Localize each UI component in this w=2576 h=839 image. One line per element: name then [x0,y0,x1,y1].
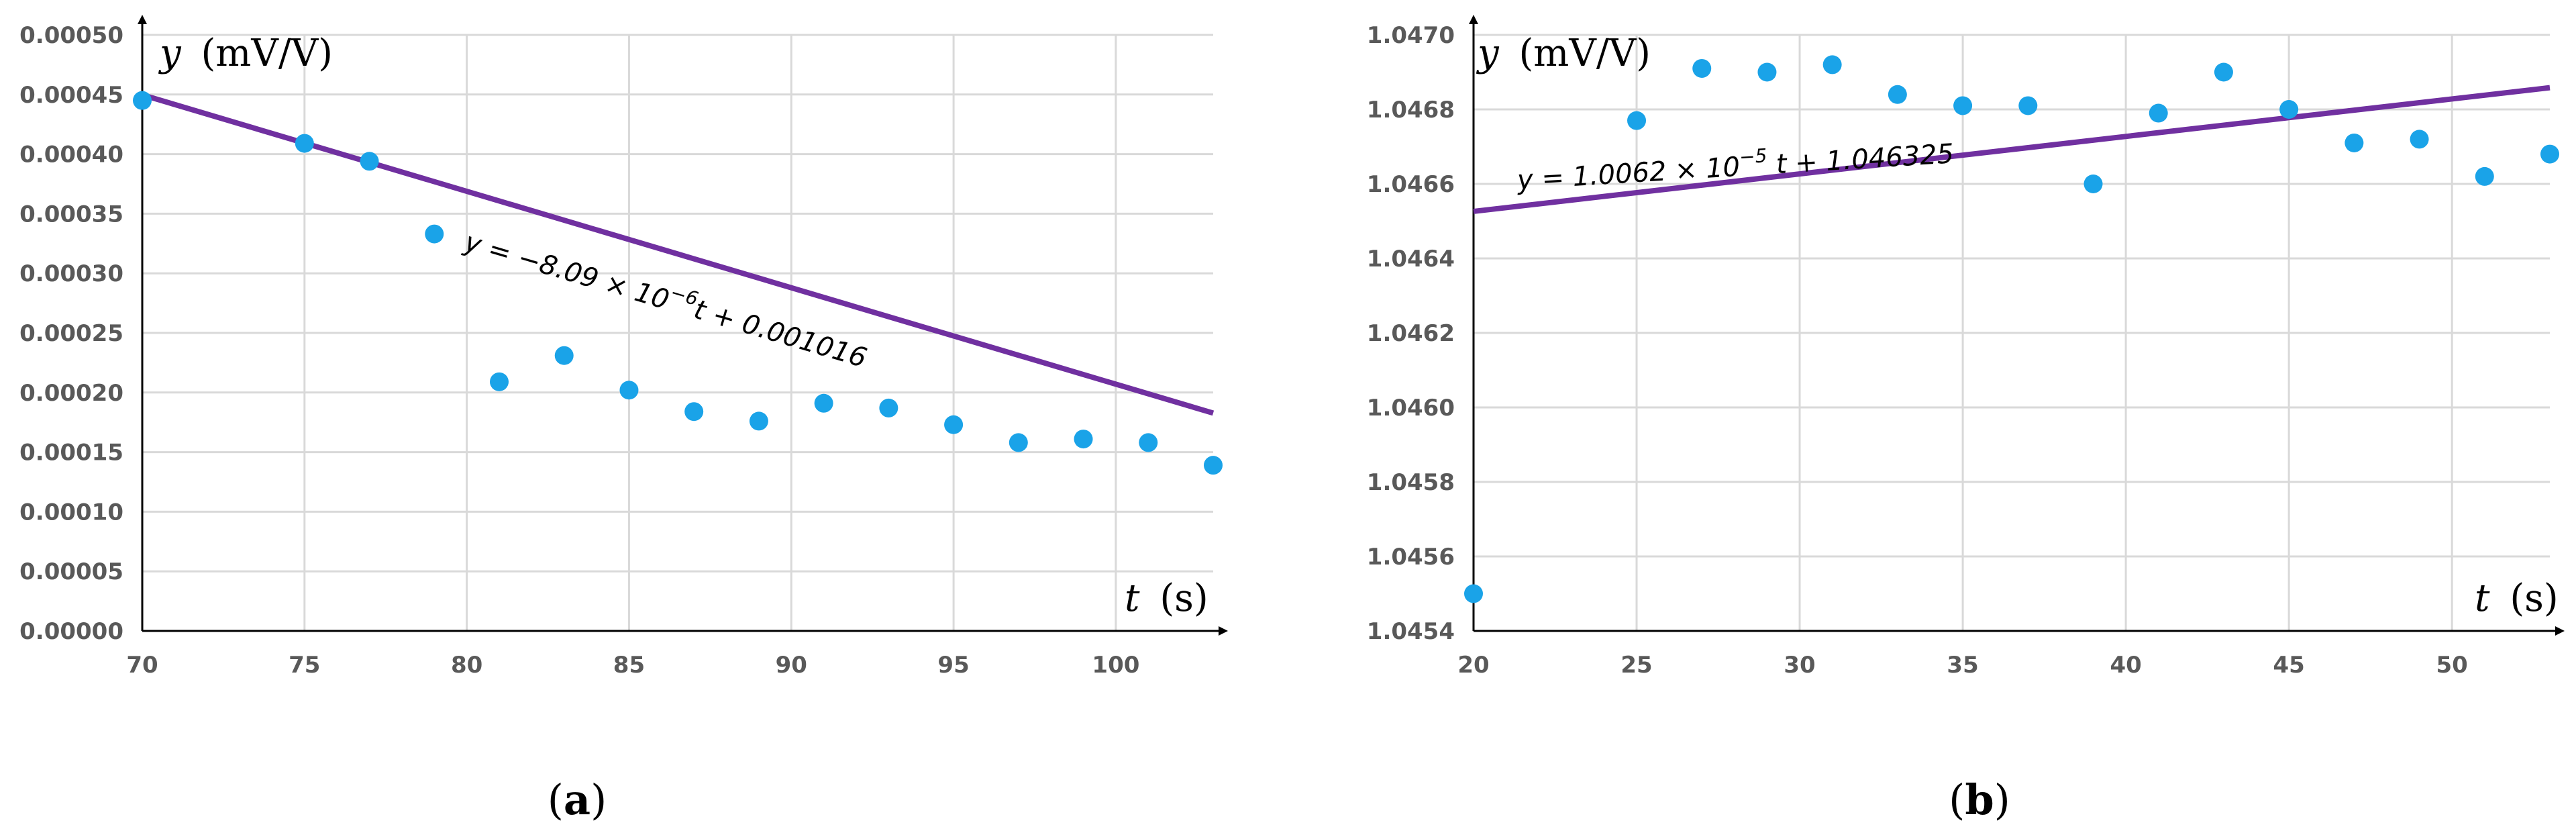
fit-line [141,92,1215,416]
data-point [814,393,833,413]
x-axis-arrow [2555,626,2565,636]
y-tick-label: 1.0460 [1367,395,1455,422]
x-tick-label: 35 [1947,652,1978,679]
data-point [2345,133,2364,152]
y-axis-label-b: y (mV/V) [1476,32,1651,75]
chart-panel-a: 70 75 80 85 90 95 100 0.000000.000050.000100.0… [19,15,1228,824]
x-tick-label: 85 [613,652,645,679]
x-tick-label: 20 [1457,652,1489,679]
y-axis-arrow [138,15,147,24]
fit-equation-b: y = 1.0062 × 10−5 t + 1.046325 [1515,133,1955,196]
data-point [2149,103,2168,123]
data-points-b [1464,55,2559,603]
y-tick-label: 1.0468 [1367,97,1455,124]
y-tick-label: 0.00045 [19,82,123,109]
data-point [2540,144,2559,164]
x-axis-label-b: t (s) [2475,577,2559,620]
y-tick-label: 1.0456 [1367,544,1455,571]
x-tick-label: 100 [1092,652,1139,679]
x-tick-label: 50 [2436,652,2468,679]
y-axis-arrow [1469,15,1478,24]
panel-label-a: (a) [548,775,607,824]
data-point [1204,456,1223,475]
x-tick-label: 95 [937,652,969,679]
y-tick-label: 0.00005 [19,558,123,585]
panel-label-b: (b) [1949,775,2010,824]
x-tick-label: 90 [776,652,807,679]
x-tick-label: 25 [1620,652,1652,679]
fit-line [1473,85,2551,214]
fit-line-a-group [141,92,1215,416]
y-tick-label: 0.00015 [19,440,123,466]
x-tick-labels-a: 70 75 80 85 90 95 100 [126,652,1139,679]
y-tick-labels-b: 1.0454 1.0456 1.0458 1.0460 1.0462 1.0464 1.04… [1367,22,1455,645]
axes-b [1469,15,2565,636]
y-tick-label: 0.00035 [19,201,123,228]
y-tick-label: 1.0466 [1367,171,1455,198]
y-tick-label: 0.00020 [19,380,123,407]
y-tick-label: 1.0462 [1367,320,1455,347]
y-tick-label: 1.0458 [1367,469,1455,496]
data-point [1074,430,1093,449]
x-tick-label: 40 [2110,652,2141,679]
y-tick-label: 0.00010 [19,499,123,526]
data-point [425,224,444,244]
data-point [2083,175,2103,193]
x-axis-label-a: t (s) [1125,577,1208,620]
data-point [1888,85,1907,104]
x-axis-arrow [1219,626,1228,636]
data-point [2475,166,2494,186]
y-tick-label: 0.00025 [19,320,123,347]
data-point [749,411,768,431]
fit-line-b-group [1473,85,2551,214]
data-point [944,415,964,434]
data-point [490,372,509,391]
data-point [1139,433,1158,452]
data-point [1464,584,1483,603]
data-point [1627,111,1647,130]
y-axis-label-a: y (mV/V) [158,32,333,75]
x-tick-label: 75 [289,652,320,679]
axes-a [138,15,1228,636]
y-tick-label: 1.0454 [1367,618,1455,645]
fit-equation-a: y = −8.09 × 10−6t + 0.001016 [460,221,872,375]
y-tick-label: 0.00030 [19,260,123,287]
y-tick-label: 0.00040 [19,142,123,168]
data-point [619,381,639,400]
data-point [1692,58,1712,78]
data-point [1822,55,1842,75]
x-tick-label: 30 [1784,652,1815,679]
y-tick-labels-a: 0.00000 0.00005 0.00010 0.00015 0.00020 0.000… [19,22,123,645]
data-point [360,152,379,171]
x-tick-label: 70 [126,652,158,679]
data-point [2214,62,2233,82]
data-point [295,134,314,153]
chart-panel-b: 20 25 30 35 40 45 50 1.04541.04561.04581.04601… [1367,15,2565,824]
data-point [554,346,574,365]
x-tick-label: 80 [451,652,482,679]
data-point [1757,62,1777,82]
data-point [879,398,898,417]
y-tick-label: 0.00000 [19,618,123,645]
grid-lines-b [1474,34,2550,631]
data-point [2018,96,2038,115]
data-points-a [133,91,1223,475]
data-point [1953,96,1973,115]
y-tick-label: 0.00050 [19,22,123,49]
x-tick-labels-b: 20 25 30 35 40 45 50 [1457,652,2468,679]
grid-lines-a [142,34,1213,631]
y-tick-label: 1.0464 [1367,246,1455,273]
data-point [2410,130,2429,149]
data-point [1009,433,1028,452]
y-tick-label: 1.0470 [1367,22,1455,49]
data-point [684,402,704,422]
data-point [2279,100,2299,119]
x-tick-label: 45 [2273,652,2304,679]
data-point [133,91,152,110]
